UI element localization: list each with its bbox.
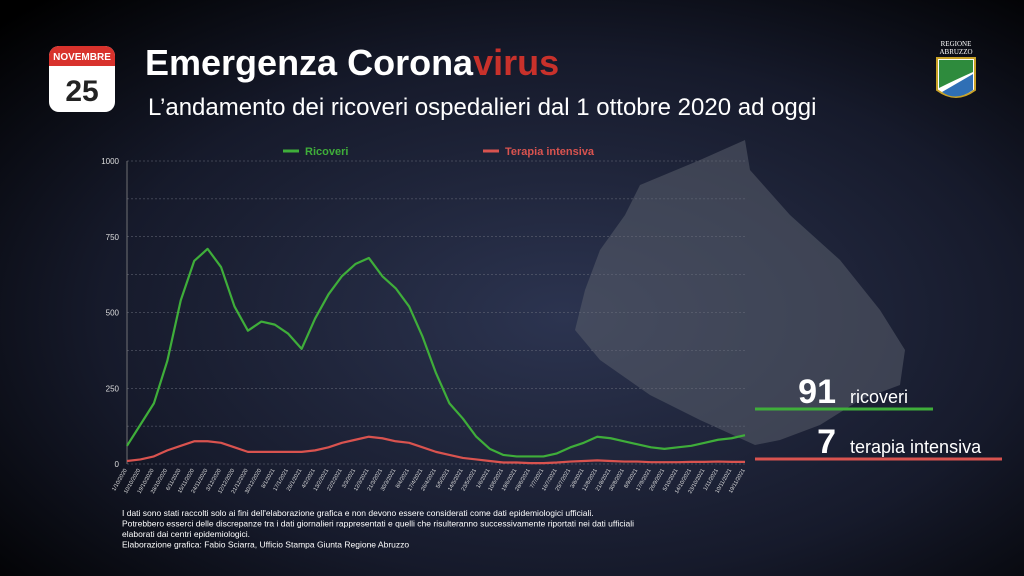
series-line [126, 247, 746, 458]
y-tick-label: 750 [106, 233, 120, 242]
region-map [575, 140, 905, 445]
footnote-line: elaborati dai centri epidemiologici. [122, 529, 250, 539]
footnote-line: Elaborazione grafica: Fabio Sciarra, Uff… [122, 540, 409, 550]
calendar-day: 25 [65, 75, 98, 108]
footnote: I dati sono stati raccolti solo ai fini … [122, 508, 634, 550]
footnote-line: I dati sono stati raccolti solo ai fini … [122, 508, 594, 518]
legend-label: Ricoveri [305, 146, 348, 158]
logo-text: REGIONE [941, 40, 972, 48]
title-accent: virus [473, 42, 559, 83]
current-value: 7 [817, 423, 836, 461]
title: Emergenza Coronavirus [145, 42, 559, 83]
y-tick-label: 250 [106, 384, 120, 393]
y-tick-label: 0 [115, 460, 120, 469]
y-tick-label: 1000 [101, 157, 119, 166]
current-label: ricoveri [850, 387, 908, 407]
legend-label: Terapia intensiva [505, 146, 595, 158]
logo-green [939, 60, 973, 88]
logo-blue [942, 74, 973, 97]
title-main: Emergenza Corona [145, 42, 474, 83]
current-label: terapia intensiva [850, 437, 982, 457]
logo-text: ABRUZZO [939, 48, 972, 56]
current-value: 91 [798, 373, 836, 411]
calendar-month: NOVEMBRE [53, 52, 111, 63]
calendar-band [49, 46, 115, 66]
y-tick-label: 500 [106, 309, 120, 318]
series-line [126, 435, 745, 465]
footnote-line: Potrebbero esserci delle discrepanze tra… [122, 519, 634, 529]
subtitle: L’andamento dei ricoveri ospedalieri dal… [148, 94, 816, 121]
